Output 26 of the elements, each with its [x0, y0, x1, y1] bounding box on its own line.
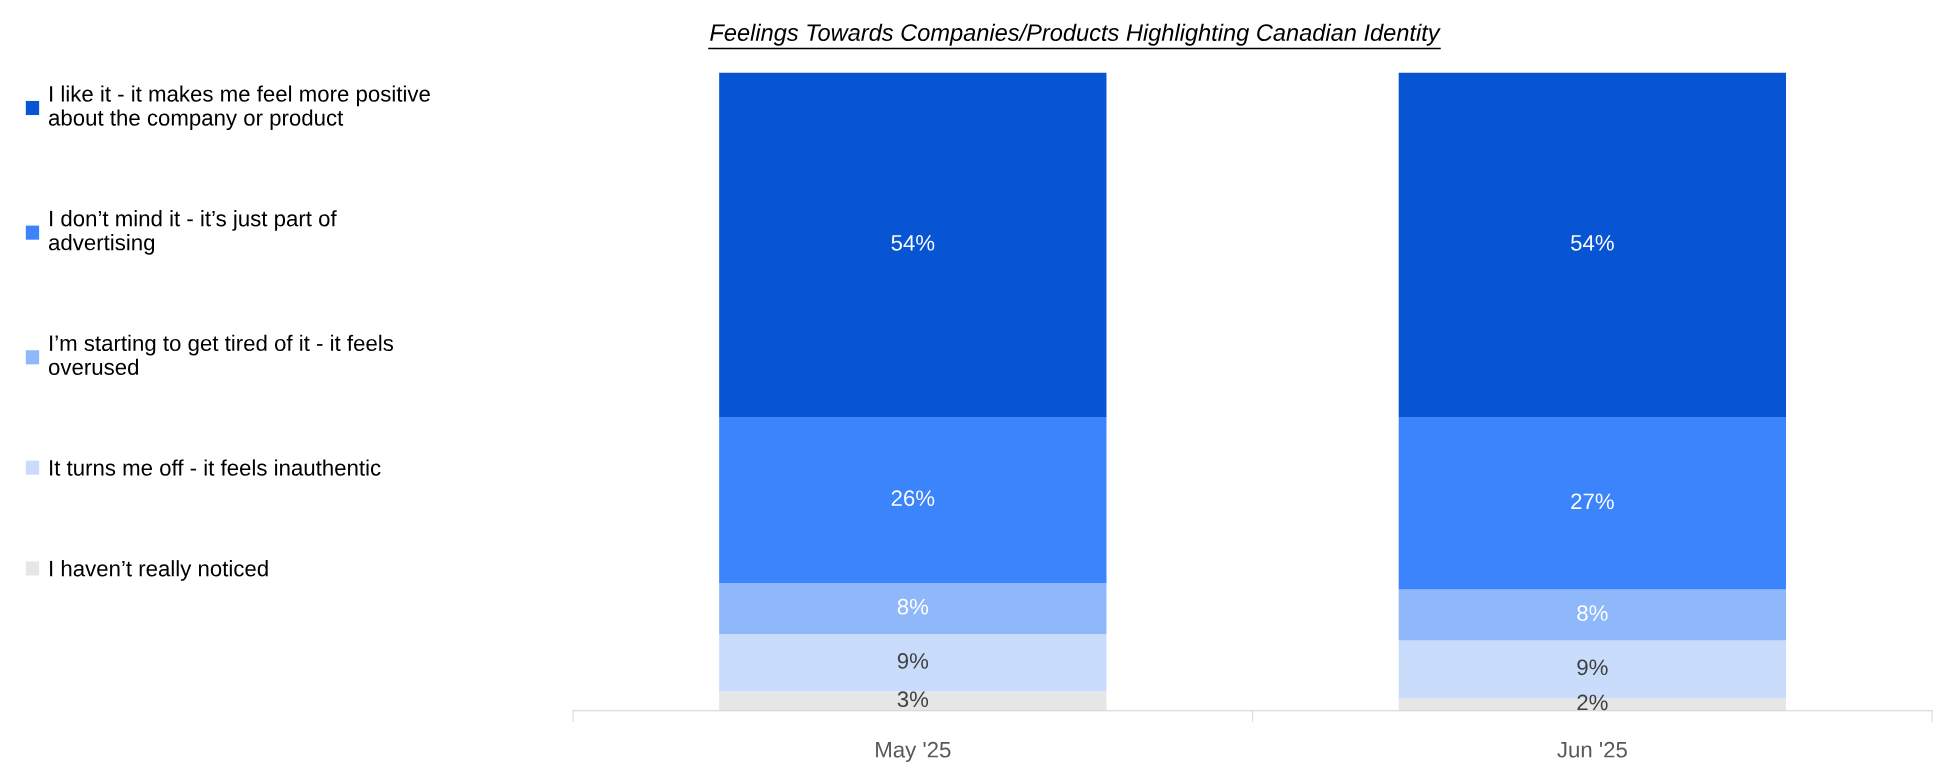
- data-label: 54%: [1571, 235, 1614, 251]
- data-label: 2%: [1577, 694, 1608, 711]
- data-label: 8%: [1577, 605, 1608, 621]
- legend-label: It turns me off - it feels inauthentic: [50, 459, 381, 476]
- data-label: 3%: [897, 691, 929, 708]
- data-label: 27%: [1571, 493, 1614, 510]
- x-tick-label: May '25: [876, 741, 951, 762]
- bar: [1398, 417, 1787, 590]
- data-label: 9%: [1577, 659, 1608, 676]
- legend-label: I like it - it makes me feel more positive about the company or product: [48, 85, 430, 131]
- bar: [719, 417, 1107, 584]
- bar: [1398, 72, 1787, 418]
- bar: [719, 583, 1107, 635]
- bar: [719, 634, 1107, 692]
- legend-label: I don’t mind it - it’s just part of advertising: [48, 210, 337, 255]
- data-label: 26%: [891, 490, 935, 507]
- data-label: 8%: [897, 598, 929, 615]
- chart-title: Feelings Towards Companies/Products Highlighting Canadian Identity: [710, 23, 1441, 46]
- bar: [719, 691, 1107, 711]
- bar: [1398, 589, 1787, 641]
- legend-label: I’m starting to get tired of it - it feels overused: [48, 334, 394, 376]
- legend-label: I haven’t really noticed: [50, 560, 268, 581]
- data-label: 54%: [891, 235, 935, 251]
- data-label: 9%: [897, 653, 929, 669]
- bar: [719, 72, 1107, 418]
- x-tick-label: Jun '25: [1557, 741, 1627, 758]
